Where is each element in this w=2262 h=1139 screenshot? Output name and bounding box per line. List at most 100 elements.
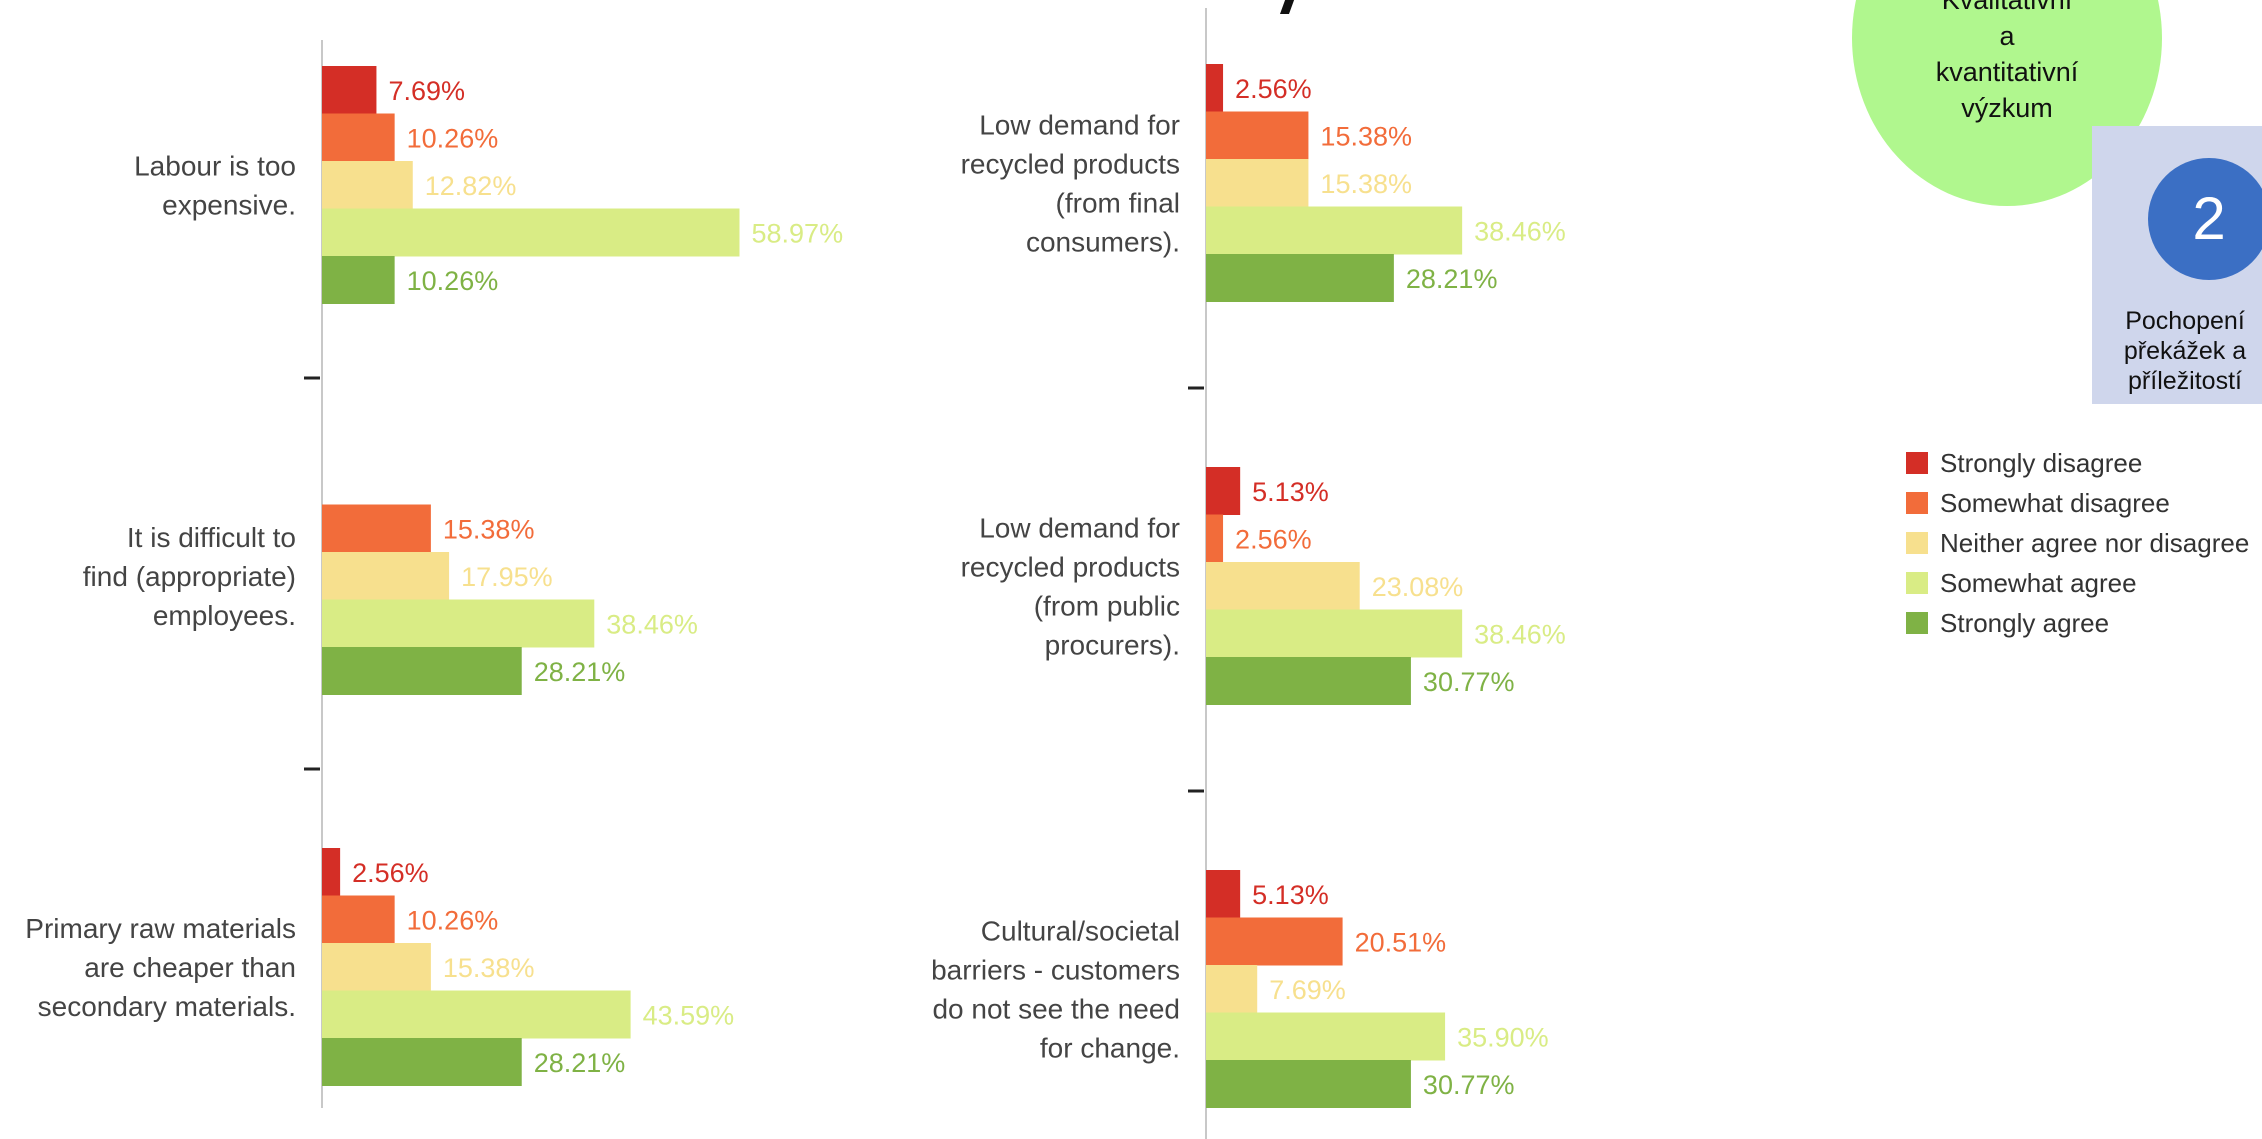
value-label: 7.69% xyxy=(1269,975,1346,1005)
category-label: It is difficult to find (appropriate) empl… xyxy=(83,522,296,631)
bar xyxy=(1206,111,1309,160)
value-label: 2.56% xyxy=(1235,74,1312,104)
bar xyxy=(1206,657,1411,705)
value-label: 17.95% xyxy=(461,562,553,592)
category-label-line: expensive. xyxy=(162,190,296,221)
value-label: 38.46% xyxy=(606,610,698,640)
category-label-line: (from public xyxy=(1034,591,1180,622)
value-label: 15.38% xyxy=(443,515,535,545)
category-label-line: are cheaper than xyxy=(84,952,296,983)
category-label-line: (from final xyxy=(1056,188,1180,219)
category-label-line: Labour is too xyxy=(134,151,296,182)
circle-line: kvantitativní xyxy=(1935,57,2079,87)
legend-swatch xyxy=(1906,532,1928,554)
category-label-line: procurers). xyxy=(1045,630,1180,661)
value-label: 23.08% xyxy=(1372,572,1464,602)
legend-label: Somewhat disagree xyxy=(1940,488,2170,518)
bar xyxy=(1206,206,1463,255)
step-line: překážek a xyxy=(2123,337,2247,365)
circle-line: a xyxy=(1999,21,2015,51)
bar xyxy=(322,256,395,304)
value-label: 15.38% xyxy=(443,953,535,983)
value-label: 20.51% xyxy=(1355,928,1447,958)
value-label: 2.56% xyxy=(1235,525,1312,555)
category-label: Primary raw materials are cheaper than sec… xyxy=(25,913,296,1022)
category-label-line: Low demand for xyxy=(979,110,1180,141)
step-line: Pochopení xyxy=(2125,307,2245,335)
circle-line: výzkum xyxy=(1961,93,2053,123)
research-circle-text: Kvalitativní a kvantitativní výzkum xyxy=(1852,0,2162,126)
bar xyxy=(322,1038,522,1086)
value-label: 30.77% xyxy=(1423,1070,1515,1100)
bar xyxy=(322,504,431,553)
value-label: 10.26% xyxy=(407,906,499,936)
bar xyxy=(1206,514,1224,563)
bar xyxy=(322,113,395,162)
value-label: 10.26% xyxy=(407,124,499,154)
bar xyxy=(1206,965,1258,1013)
value-label: 15.38% xyxy=(1320,122,1412,152)
value-label: 5.13% xyxy=(1252,477,1329,507)
legend-swatch xyxy=(1906,612,1928,634)
category-label-line: find (appropriate) xyxy=(83,561,296,592)
bar xyxy=(322,552,450,600)
bar xyxy=(322,895,395,944)
value-label: 28.21% xyxy=(534,657,626,687)
bar xyxy=(1206,917,1343,966)
legend-label: Strongly agree xyxy=(1940,608,2109,638)
bar xyxy=(322,943,431,991)
value-label: 35.90% xyxy=(1457,1023,1549,1053)
category-label-line: recycled products xyxy=(961,552,1180,583)
value-label: 30.77% xyxy=(1423,667,1515,697)
category-label: Low demand for recycled products (from pub… xyxy=(961,513,1180,661)
category-label-line: employees. xyxy=(153,600,296,631)
category-label-line: Cultural/societal xyxy=(981,916,1180,947)
step-text: Pochopení překážek a příležitostí xyxy=(2100,306,2262,396)
value-label: 10.26% xyxy=(407,266,499,296)
step-number-badge: 2 xyxy=(2148,158,2262,280)
category-label-line: for change. xyxy=(1040,1033,1180,1064)
bar xyxy=(1206,254,1394,302)
value-label: 38.46% xyxy=(1474,620,1566,650)
value-label: 15.38% xyxy=(1320,169,1412,199)
category-label-line: recycled products xyxy=(961,149,1180,180)
legend-swatch xyxy=(1906,492,1928,514)
step-line: příležitostí xyxy=(2128,367,2242,395)
bar xyxy=(1206,1012,1446,1061)
category-label-line: Low demand for xyxy=(979,513,1180,544)
value-label: 12.82% xyxy=(425,171,517,201)
bar xyxy=(1206,1060,1411,1108)
value-label: 5.13% xyxy=(1252,880,1329,910)
bar xyxy=(1206,870,1241,918)
legend-swatch xyxy=(1906,452,1928,474)
category-label-line: Primary raw materials xyxy=(25,913,296,944)
category-label-line: barriers - customers xyxy=(931,955,1180,986)
bar xyxy=(322,66,377,114)
legend-label: Strongly disagree xyxy=(1940,448,2142,478)
bar xyxy=(1206,467,1241,515)
category-label: Cultural/societal barriers - customers do … xyxy=(931,916,1180,1064)
bar xyxy=(1206,609,1463,658)
category-label-line: consumers). xyxy=(1026,227,1180,258)
bar xyxy=(322,848,341,896)
category-label-line: It is difficult to xyxy=(127,522,296,553)
value-label: 43.59% xyxy=(643,1001,735,1031)
bar xyxy=(1206,159,1309,207)
bar xyxy=(322,161,413,209)
category-label: Low demand for recycled products (from fin… xyxy=(961,110,1180,258)
category-label-line: do not see the need xyxy=(932,994,1180,1025)
circle-line: Kvalitativní xyxy=(1941,0,2073,15)
value-label: 28.21% xyxy=(534,1048,626,1078)
bar xyxy=(322,599,595,648)
bar xyxy=(1206,64,1224,112)
value-label: 2.56% xyxy=(352,858,429,888)
legend-label: Somewhat agree xyxy=(1940,568,2137,598)
category-label-line: secondary materials. xyxy=(38,991,296,1022)
bar xyxy=(322,647,522,695)
value-label: 28.21% xyxy=(1406,264,1498,294)
bar xyxy=(322,208,740,257)
value-label: 7.69% xyxy=(388,76,465,106)
category-label: Labour is too expensive. xyxy=(134,151,296,221)
legend-swatch xyxy=(1906,572,1928,594)
legend-label: Neither agree nor disagree xyxy=(1940,528,2249,558)
